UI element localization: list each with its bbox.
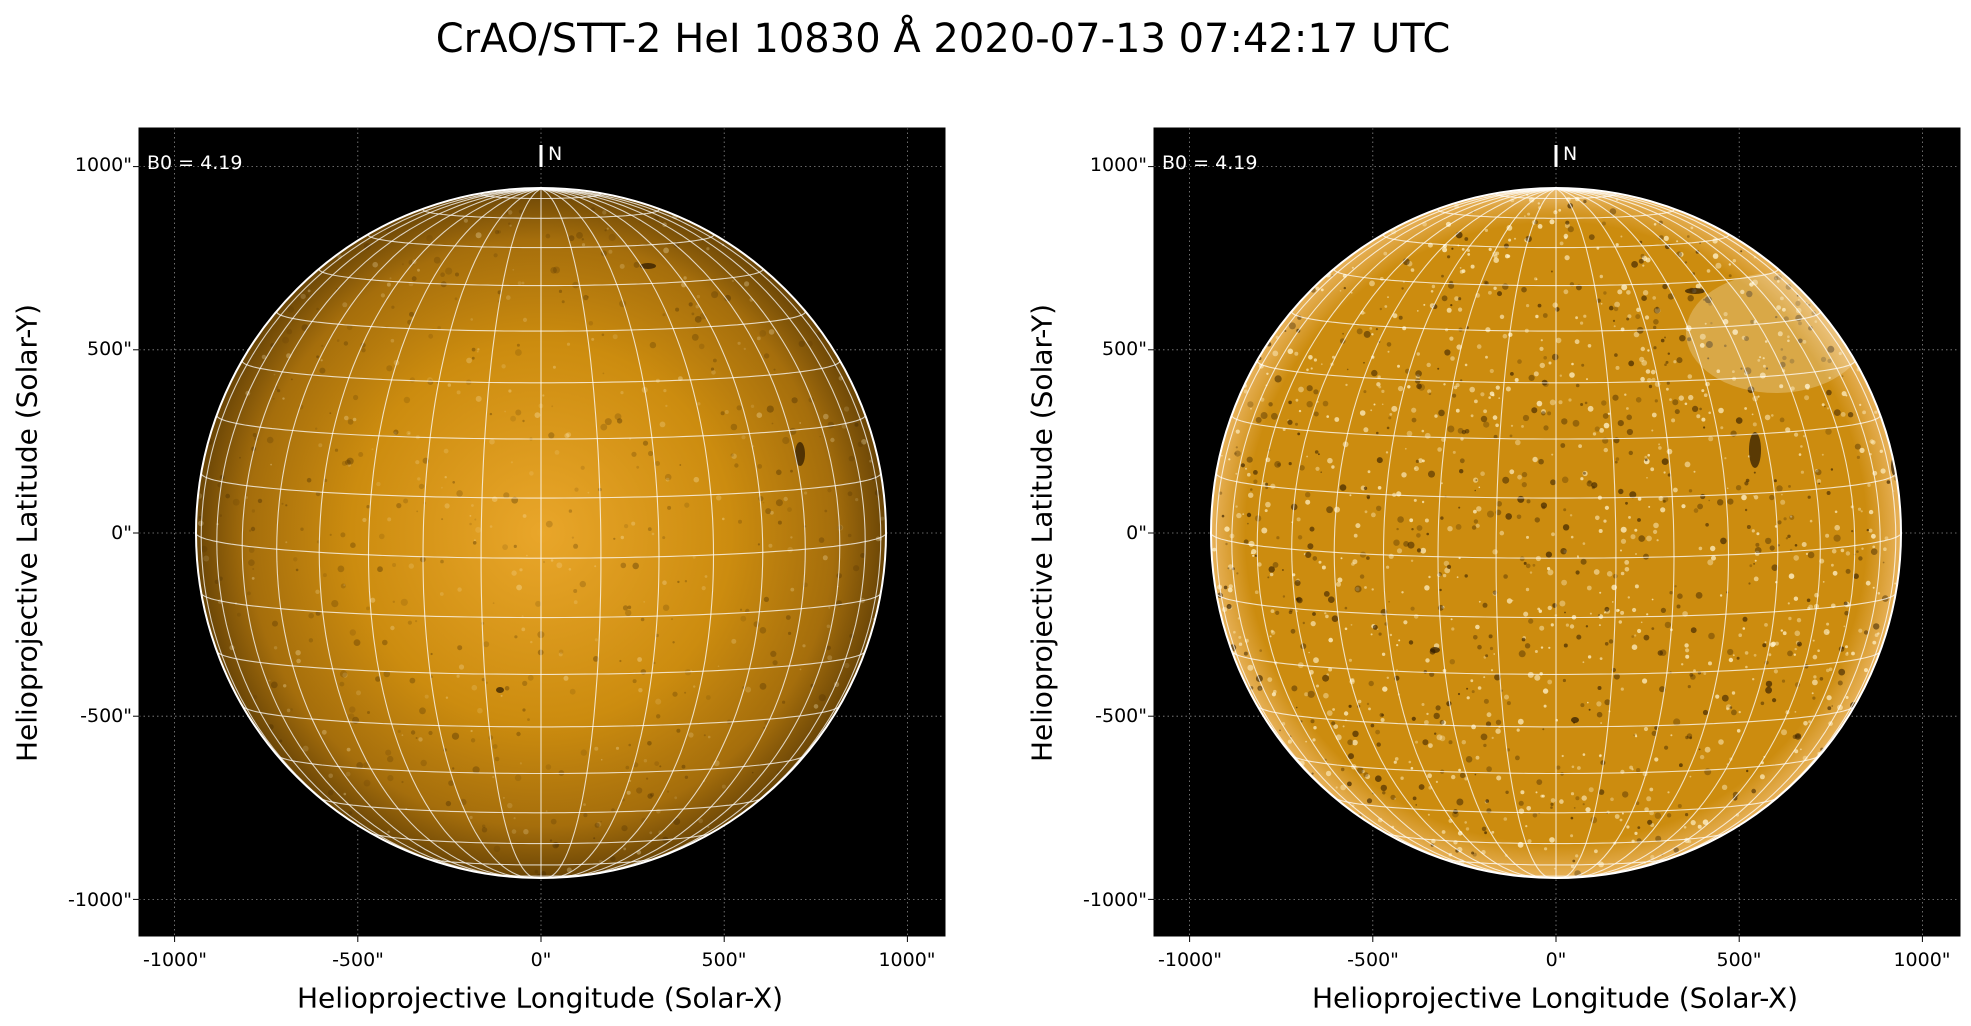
x-tick-label: 0" — [530, 949, 552, 971]
solar-image-left — [133, 127, 946, 942]
y-axis-label: Helioprojective Latitude (Solar-Y) — [1025, 303, 1059, 763]
solar-limb — [1210, 187, 1902, 879]
y-tick-label: -1000" — [68, 889, 132, 911]
y-tick-label: -1000" — [1083, 889, 1147, 911]
figure-title: CrAO/STT-2 HeI 10830 Å 2020-07-13 07:42:… — [435, 16, 1451, 62]
heliographic-grid — [196, 188, 886, 878]
x-axis-label: Helioprojective Longitude (Solar-X) — [296, 981, 784, 1015]
north-label: N — [1563, 143, 1578, 165]
x-tick-label: 1000" — [1893, 949, 1951, 971]
y-tick-label: 500" — [86, 338, 132, 360]
y-tick-label: -500" — [1095, 705, 1147, 727]
y-tick-label: 0" — [111, 522, 132, 544]
axes-frame — [1153, 127, 1961, 937]
left-image-panel: Helioprojective Latitude (Solar-Y) Helio… — [0, 0, 985, 1026]
x-tick-label: -500" — [332, 949, 384, 971]
disk-texture — [196, 194, 885, 878]
x-tick-label: -1000" — [143, 949, 207, 971]
x-tick-label: -1000" — [1158, 949, 1222, 971]
solar-limb — [195, 187, 887, 879]
y-tick-label: 1000" — [74, 154, 132, 176]
x-axis-label: Helioprojective Longitude (Solar-X) — [1311, 981, 1799, 1015]
y-axis-label: Helioprojective Latitude (Solar-Y) — [10, 303, 44, 763]
b0-annotation: B0 = 4.19 — [1162, 152, 1258, 174]
x-tick-label: -500" — [1347, 949, 1399, 971]
x-tick-label: 500" — [701, 949, 747, 971]
right-image-panel: Helioprojective Latitude (Solar-Y) Helio… — [1015, 0, 1971, 1026]
y-tick-label: 500" — [1101, 338, 1147, 360]
y-tick-label: 1000" — [1089, 154, 1147, 176]
b0-annotation: B0 = 4.19 — [147, 152, 243, 174]
x-tick-label: 500" — [1716, 949, 1762, 971]
x-tick-label: 1000" — [878, 949, 936, 971]
axes-frame — [138, 127, 946, 937]
x-tick-label: 0" — [1545, 949, 1567, 971]
north-label: N — [548, 143, 563, 165]
y-tick-label: 0" — [1126, 522, 1147, 544]
y-tick-label: -500" — [80, 705, 132, 727]
solar-image-right — [1148, 127, 1961, 942]
